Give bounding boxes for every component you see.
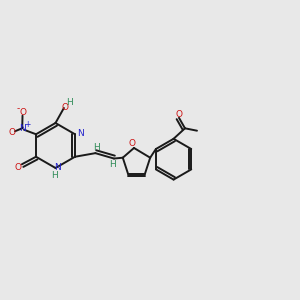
Text: H: H (109, 160, 116, 169)
Text: N: N (54, 164, 61, 172)
Text: O: O (129, 139, 136, 148)
Text: O: O (62, 103, 69, 112)
Text: H: H (51, 171, 57, 180)
Text: N: N (19, 124, 26, 133)
Text: O: O (19, 108, 26, 117)
Text: N: N (77, 128, 84, 137)
Text: O: O (8, 128, 16, 137)
Text: +: + (24, 120, 30, 129)
Text: H: H (93, 142, 100, 152)
Text: O: O (14, 163, 22, 172)
Text: -: - (16, 104, 19, 113)
Text: H: H (67, 98, 73, 107)
Text: O: O (176, 110, 182, 119)
